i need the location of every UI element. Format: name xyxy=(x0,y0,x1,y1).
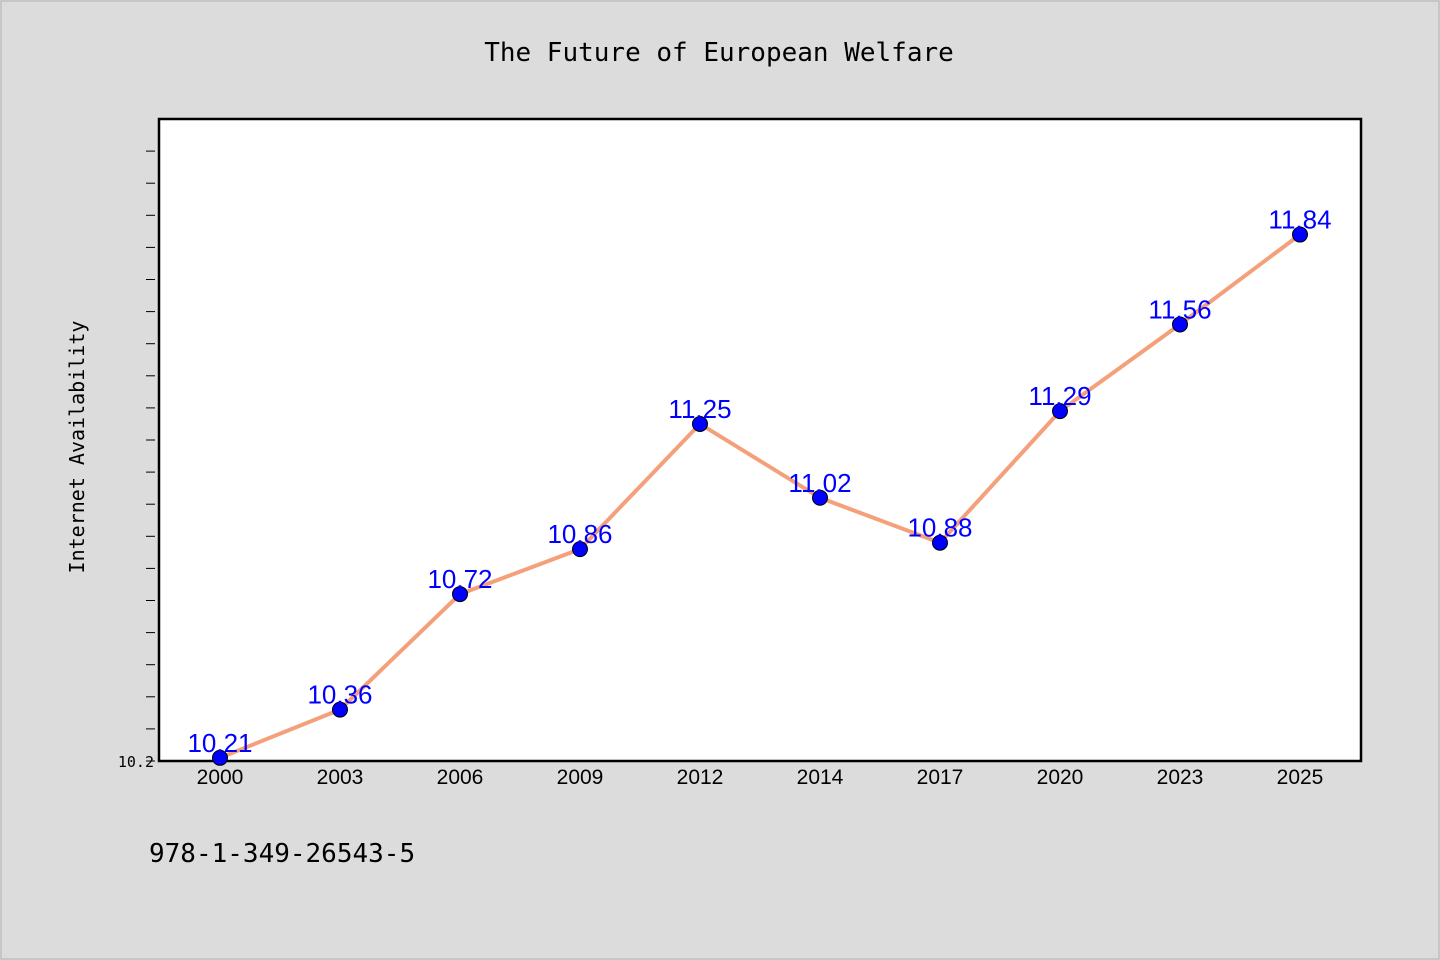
data-label: 10.36 xyxy=(307,680,372,710)
y-axis-tick-labels: 10.2 xyxy=(118,753,154,771)
x-tick-label: 2020 xyxy=(1037,766,1084,789)
x-tick-label: 2017 xyxy=(917,766,964,789)
x-tick-label: 2006 xyxy=(437,766,484,789)
data-label: 11.29 xyxy=(1028,381,1091,411)
series-line xyxy=(218,232,1302,760)
data-label: 11.25 xyxy=(668,394,731,424)
data-point xyxy=(452,586,468,603)
x-tick-label: 2003 xyxy=(317,766,364,789)
y-tick-label: 10.2 xyxy=(118,753,154,771)
y-axis-ticks xyxy=(146,150,155,762)
y-axis-label: Internet Availability xyxy=(65,321,89,574)
data-point xyxy=(1172,316,1188,333)
series-points xyxy=(212,226,1308,766)
data-label: 10.88 xyxy=(907,513,972,543)
data-label: 10.86 xyxy=(547,519,612,549)
x-tick-label: 2014 xyxy=(797,766,844,789)
data-label: 10.21 xyxy=(187,728,252,758)
isbn-label: 978-1-349-26543-5 xyxy=(149,839,415,869)
series-lines xyxy=(218,232,1302,760)
chart-title: The Future of European Welfare xyxy=(484,38,954,68)
data-labels: 10.21 10.36 10.72 10.86 11.25 11.02 10.88 11.29… xyxy=(187,205,1331,758)
x-tick-label: 2000 xyxy=(197,766,244,789)
x-tick-label: 2009 xyxy=(557,766,604,789)
x-tick-label: 2012 xyxy=(677,766,724,789)
data-point xyxy=(332,701,348,718)
data-label: 11.56 xyxy=(1148,294,1211,324)
data-point xyxy=(692,415,708,432)
data-point xyxy=(1292,226,1308,243)
data-point xyxy=(572,541,588,558)
data-point xyxy=(932,534,948,551)
data-label: 10.72 xyxy=(427,564,492,594)
data-label: 11.84 xyxy=(1268,205,1331,235)
data-point xyxy=(1052,403,1068,420)
plot-area xyxy=(157,117,1363,763)
data-point xyxy=(812,489,828,506)
x-tick-label: 2023 xyxy=(1157,766,1204,789)
data-label: 11.02 xyxy=(788,468,851,498)
x-axis-tick-labels: 2000 2003 2006 2009 2012 2014 2017 2020 2023 2025 xyxy=(197,766,1324,789)
x-tick-label: 2025 xyxy=(1277,766,1324,789)
data-point xyxy=(212,749,228,766)
